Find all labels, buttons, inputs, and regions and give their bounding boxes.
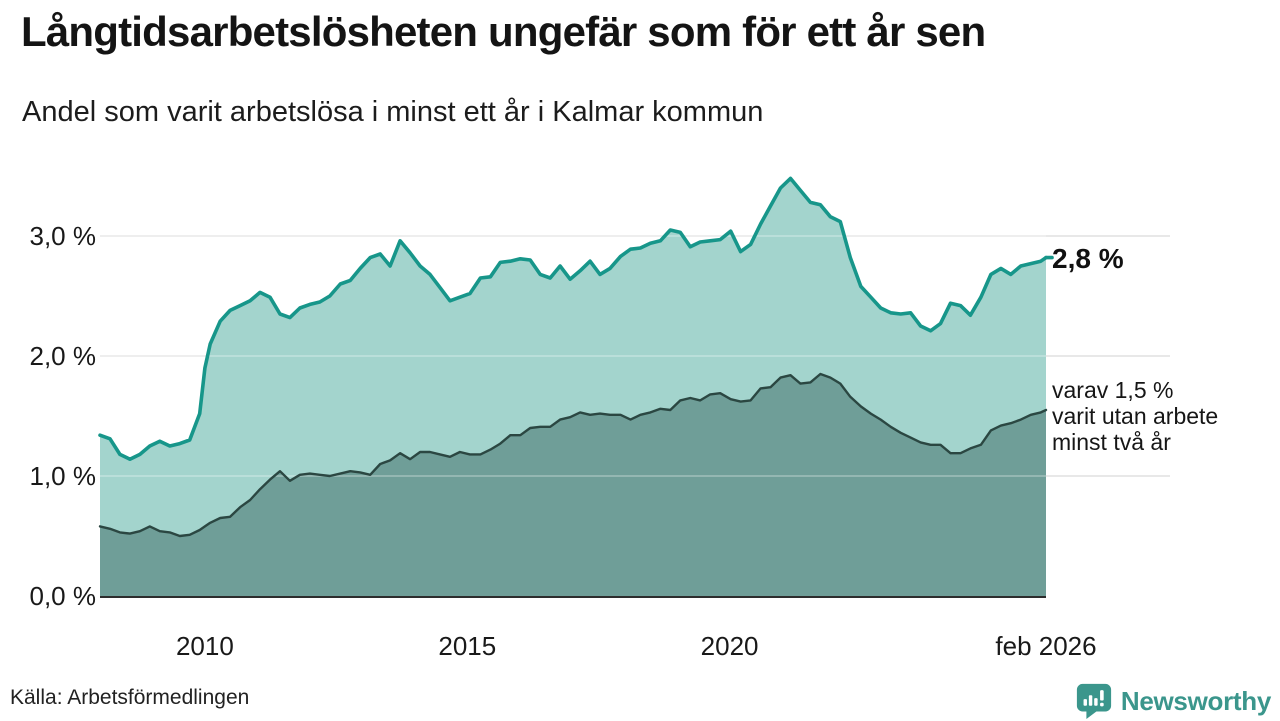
page-title: Långtidsarbetslösheten ungefär som för e… [21,8,986,55]
y-tick-label: 0,0 % [30,581,97,611]
two-year-note-line: varit utan arbete [1052,403,1219,429]
y-tick-label: 1,0 % [30,461,97,491]
y-tick-label: 2,0 % [30,341,97,371]
two-year-note-line: minst två år [1052,429,1171,455]
brand-name: Newsworthy [1120,685,1271,716]
line-total [98,176,1048,462]
area-two-year [100,374,1046,596]
x-tick-label: feb 2026 [995,631,1096,661]
y-tick-label: 3,0 % [30,221,97,251]
page-subtitle: Andel som varit arbetslösa i minst ett å… [22,96,764,128]
two-year-note-line: varav 1,5 % [1052,377,1174,403]
x-tick-label: 2010 [176,631,234,661]
source-attribution: Källa: Arbetsförmedlingen [10,686,250,709]
newsworthy-logo: Newsworthy [1075,681,1271,721]
latest-value-label: 2,8 % [1052,243,1124,274]
x-tick-label: 2015 [438,631,496,661]
two-year-note: varav 1,5 % varit utan arbete minst två … [1052,377,1218,455]
newsworthy-bubble-icon [1076,683,1111,720]
x-tick-label: 2020 [701,631,759,661]
line-two-year [98,372,1048,538]
